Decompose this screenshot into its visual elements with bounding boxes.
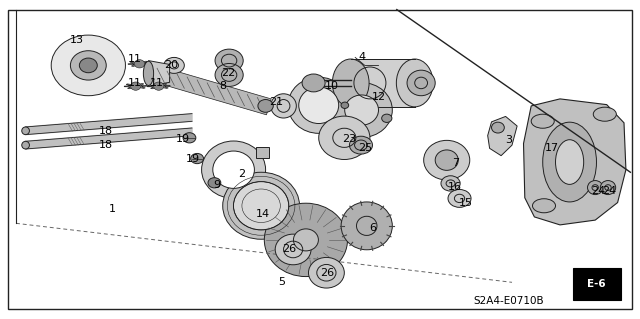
Ellipse shape	[319, 116, 370, 160]
Text: 12: 12	[372, 92, 386, 102]
Text: S2A4-E0710B: S2A4-E0710B	[474, 296, 544, 307]
Polygon shape	[488, 116, 517, 156]
Ellipse shape	[131, 82, 141, 90]
Ellipse shape	[448, 189, 471, 207]
Ellipse shape	[258, 100, 273, 112]
Text: 13: 13	[70, 35, 84, 45]
Ellipse shape	[332, 59, 369, 107]
Ellipse shape	[492, 122, 504, 133]
Text: 10: 10	[324, 81, 339, 91]
Text: 22: 22	[221, 68, 235, 78]
Ellipse shape	[143, 61, 154, 85]
Polygon shape	[147, 83, 170, 89]
Polygon shape	[124, 83, 147, 89]
Ellipse shape	[264, 203, 348, 277]
Ellipse shape	[349, 136, 372, 154]
Ellipse shape	[215, 63, 243, 86]
Text: 16: 16	[447, 182, 461, 192]
Text: 7: 7	[452, 158, 460, 168]
Ellipse shape	[588, 181, 603, 195]
Text: 17: 17	[545, 143, 559, 153]
Polygon shape	[26, 114, 192, 135]
Ellipse shape	[70, 51, 106, 80]
Ellipse shape	[275, 234, 311, 265]
Text: 23: 23	[342, 134, 356, 144]
Text: E-6: E-6	[588, 279, 606, 289]
Polygon shape	[148, 61, 170, 86]
Ellipse shape	[51, 35, 125, 96]
Ellipse shape	[202, 141, 266, 198]
Text: 4: 4	[358, 52, 365, 63]
Ellipse shape	[593, 107, 616, 121]
Text: 26: 26	[282, 244, 296, 254]
Ellipse shape	[435, 150, 458, 170]
Ellipse shape	[543, 122, 596, 202]
Text: 11: 11	[150, 78, 164, 88]
Ellipse shape	[331, 83, 392, 137]
Text: 19: 19	[175, 134, 189, 144]
Text: 8: 8	[219, 81, 227, 91]
Text: 24: 24	[602, 186, 616, 197]
Ellipse shape	[183, 133, 196, 143]
Ellipse shape	[234, 182, 289, 230]
Text: 19: 19	[186, 154, 200, 165]
Ellipse shape	[22, 127, 29, 135]
Ellipse shape	[212, 151, 255, 188]
Ellipse shape	[600, 181, 616, 195]
Polygon shape	[128, 61, 151, 67]
Ellipse shape	[341, 102, 349, 108]
Text: 5: 5	[278, 277, 285, 287]
Ellipse shape	[134, 60, 145, 68]
FancyArrow shape	[146, 64, 271, 115]
Text: 11: 11	[127, 78, 141, 88]
Ellipse shape	[532, 199, 556, 213]
Polygon shape	[256, 147, 269, 158]
Ellipse shape	[556, 140, 584, 184]
Ellipse shape	[407, 70, 435, 96]
Ellipse shape	[208, 178, 221, 188]
Text: 18: 18	[99, 140, 113, 150]
Ellipse shape	[302, 74, 325, 92]
Text: 26: 26	[321, 268, 335, 278]
Polygon shape	[351, 59, 415, 107]
Text: 11: 11	[127, 54, 141, 64]
Text: 3: 3	[506, 135, 512, 145]
Ellipse shape	[22, 141, 29, 149]
Ellipse shape	[341, 202, 392, 250]
Text: 20: 20	[164, 60, 179, 70]
Text: 21: 21	[269, 97, 284, 107]
Text: 6: 6	[370, 223, 376, 233]
Text: 14: 14	[255, 209, 269, 219]
Text: 1: 1	[109, 204, 115, 214]
Ellipse shape	[299, 87, 339, 123]
Ellipse shape	[531, 114, 554, 128]
Ellipse shape	[288, 77, 349, 133]
Ellipse shape	[154, 82, 164, 90]
Text: 15: 15	[459, 197, 473, 208]
Ellipse shape	[79, 58, 97, 73]
Text: 25: 25	[358, 143, 372, 153]
Ellipse shape	[293, 229, 319, 251]
Text: 18: 18	[99, 126, 113, 136]
Text: 9: 9	[212, 180, 220, 190]
Ellipse shape	[441, 176, 460, 191]
Text: 2: 2	[238, 169, 246, 179]
Polygon shape	[26, 128, 192, 149]
Ellipse shape	[396, 59, 433, 107]
Ellipse shape	[308, 257, 344, 288]
Ellipse shape	[215, 49, 243, 72]
Ellipse shape	[223, 172, 300, 239]
Bar	[573, 268, 621, 300]
Ellipse shape	[164, 57, 184, 73]
Polygon shape	[524, 99, 626, 225]
Ellipse shape	[345, 95, 378, 125]
Ellipse shape	[271, 94, 296, 118]
Ellipse shape	[424, 140, 470, 180]
Ellipse shape	[191, 153, 204, 164]
Text: 24: 24	[591, 186, 605, 197]
Ellipse shape	[381, 114, 392, 122]
